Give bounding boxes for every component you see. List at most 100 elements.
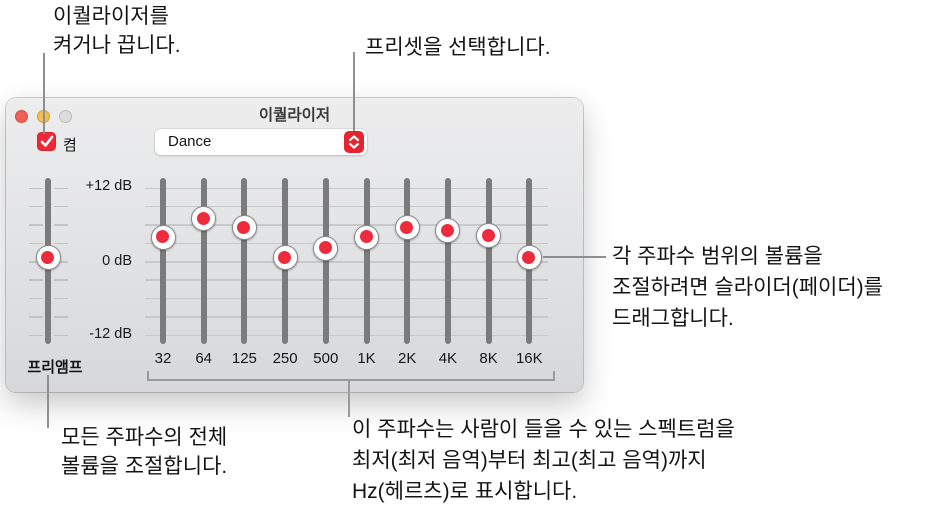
preamp-tick <box>29 297 43 300</box>
frequency-label-8K: 8K <box>479 350 498 367</box>
eq-slider-250-dot <box>278 250 292 264</box>
zoom-button <box>59 110 72 123</box>
eq-slider-32-track[interactable] <box>160 178 166 344</box>
callout-frequencies: 이 주파수는 사람이 들을 수 있는 스펙트럼을 최저(최저 음역)부터 최고(… <box>352 414 735 507</box>
eq-slider-1K-thumb[interactable] <box>354 224 379 250</box>
eq-slider-4K-track[interactable] <box>444 178 451 344</box>
preamp-tick <box>54 316 68 318</box>
preamp-tick <box>54 279 68 281</box>
frequency-label-1K: 1K <box>357 350 376 367</box>
eq-slider-125-thumb[interactable] <box>231 215 257 241</box>
callout-frequencies-line2: 최저(최저 음역)부터 최고(최고 음역)까지 <box>352 449 707 472</box>
callout-line-preamp <box>47 375 49 428</box>
eq-slider-1K-track[interactable] <box>363 178 370 344</box>
db-label-minus12: -12 dB <box>89 326 132 342</box>
preamp-tick <box>54 334 68 336</box>
db-label-plus12: +12 dB <box>85 178 132 194</box>
preamp-tick <box>29 334 43 336</box>
eq-slider-500-dot <box>318 241 332 255</box>
eq-slider-500-thumb[interactable] <box>313 235 339 261</box>
callout-preamp: 모든 주파수의 전체 볼륨을 조절합니다. <box>61 423 227 481</box>
eq-slider-16K-thumb[interactable] <box>516 245 542 271</box>
eq-slider-64-dot <box>196 211 210 225</box>
eq-slider-500-track[interactable] <box>322 178 329 344</box>
preamp-tick <box>29 242 43 245</box>
frequency-bracket-left-tick <box>147 371 149 381</box>
eq-gridline <box>145 261 548 263</box>
preamp-tick <box>54 205 68 208</box>
callout-preset-line1: 프리셋을 선택합니다. <box>365 36 551 59</box>
eq-gridline <box>145 224 548 226</box>
preamp-tick <box>54 297 68 300</box>
eq-slider-2K-track[interactable] <box>404 178 411 344</box>
preamp-tick <box>54 224 68 226</box>
eq-slider-4K-dot <box>440 223 454 237</box>
eq-slider-250-thumb[interactable] <box>272 245 298 271</box>
preamp-tick <box>29 316 43 318</box>
close-button[interactable] <box>15 110 28 123</box>
frequency-bracket-right-tick <box>553 371 555 381</box>
callout-preamp-line2: 볼륨을 조절합니다. <box>61 455 228 478</box>
frequency-bracket <box>147 379 555 381</box>
callout-toggle-line1: 이퀄라이저를 <box>53 5 169 28</box>
callout-line-toggle <box>43 53 45 134</box>
frequency-label-64: 64 <box>195 350 213 367</box>
callout-frequencies-line3: Hz(헤르츠)로 표시합니다. <box>352 480 578 503</box>
preset-popup-button[interactable]: Dance <box>155 129 367 155</box>
preamp-tick <box>54 261 68 263</box>
preamp-tick <box>29 187 43 189</box>
eq-slider-8K-dot <box>481 228 495 242</box>
eq-slider-8K-thumb[interactable] <box>476 223 502 249</box>
equalizer-on-checkbox[interactable] <box>37 132 56 151</box>
eq-slider-32-dot <box>156 230 169 244</box>
frequency-label-4K: 4K <box>438 350 458 367</box>
preamp-slider-thumb[interactable] <box>35 245 61 271</box>
eq-gridline <box>145 242 548 245</box>
frequency-label-32: 32 <box>154 350 172 367</box>
eq-slider-125-dot <box>237 220 251 234</box>
callout-faders: 각 주파수 범위의 볼륨을 조절하려면 슬라이더(페이더)를 드래그합니다. <box>612 241 883 334</box>
preamp-tick <box>54 187 68 189</box>
eq-slider-8K-track[interactable] <box>485 178 492 344</box>
check-icon <box>40 135 53 147</box>
preamp-slider-dot <box>41 250 54 264</box>
frequency-label-125: 125 <box>231 350 257 367</box>
eq-plot: 32 64 125 250 500 1K 2K 4K 8K 16K <box>6 98 583 392</box>
preamp-label: 프리앰프 <box>27 359 83 376</box>
eq-slider-64-thumb[interactable] <box>191 206 217 232</box>
up-down-chevron-icon <box>344 131 364 153</box>
callout-frequencies-line1: 이 주파수는 사람이 들을 수 있는 스펙트럼을 <box>352 418 735 441</box>
eq-gridline <box>145 187 548 189</box>
callout-toggle-line2: 켜거나 끕니다. <box>53 34 181 57</box>
preset-selected-value: Dance <box>168 133 212 150</box>
eq-slider-1K-dot <box>359 230 373 244</box>
callout-preset: 프리셋을 선택합니다. <box>365 33 551 62</box>
callout-preamp-line1: 모든 주파수의 전체 <box>61 426 228 449</box>
preamp-tick <box>29 224 43 226</box>
eq-slider-64-track[interactable] <box>200 178 207 344</box>
eq-slider-16K-dot <box>522 250 536 264</box>
frequency-label-500: 500 <box>313 350 339 367</box>
callout-faders-line3: 드래그합니다. <box>612 307 734 330</box>
on-checkbox-label[interactable]: 켬 <box>63 137 77 154</box>
eq-slider-4K-thumb[interactable] <box>435 218 461 244</box>
eq-slider-32-thumb[interactable] <box>150 224 176 250</box>
callout-line-preset <box>353 52 355 131</box>
eq-gridline <box>145 205 548 208</box>
equalizer-window: 이퀄라이저 켬 Dance +12 dB 0 dB -12 dB 프리앰프 32… <box>6 98 583 392</box>
frequency-label-16K: 16K <box>515 350 543 367</box>
eq-gridline <box>145 334 548 336</box>
preamp-tick <box>29 279 43 281</box>
eq-slider-2K-dot <box>400 220 414 234</box>
callout-toggle: 이퀄라이저를 켜거나 끕니다. <box>53 2 181 60</box>
eq-slider-125-track[interactable] <box>241 178 248 344</box>
callout-line-frequencies <box>348 381 350 417</box>
callout-faders-line1: 각 주파수 범위의 볼륨을 <box>612 245 823 268</box>
preamp-tick <box>54 242 68 245</box>
frequency-label-250: 250 <box>272 350 298 367</box>
eq-slider-2K-thumb[interactable] <box>394 215 420 241</box>
eq-gridline <box>145 316 548 318</box>
window-title: 이퀄라이저 <box>258 107 331 124</box>
callout-faders-line2: 조절하려면 슬라이더(페이더)를 <box>612 276 883 299</box>
